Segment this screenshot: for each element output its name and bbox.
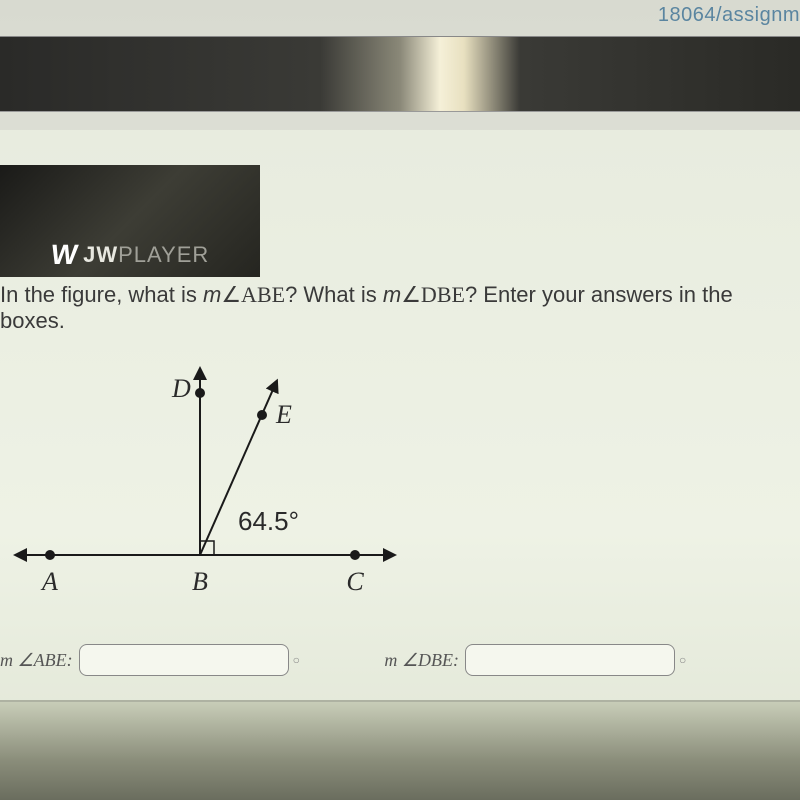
degree-symbol: ○ xyxy=(679,653,686,668)
abe-input[interactable] xyxy=(79,644,289,676)
point-c-dot xyxy=(350,550,360,560)
geometry-figure: A B C D E 64.5° xyxy=(10,355,430,625)
url-fragment: 18064/assignm xyxy=(658,0,800,31)
label-d: D xyxy=(171,374,191,403)
dbe-input[interactable] xyxy=(465,644,675,676)
logo-light: PLAYER xyxy=(118,242,209,267)
abe-label: m ∠ABE: xyxy=(0,650,73,671)
label-e: E xyxy=(275,400,292,429)
logo-bold: JW xyxy=(83,242,118,267)
jwplayer-logo: W JWPLAYER xyxy=(51,239,210,271)
question-text: In the figure, what is m∠ABE? What is m∠… xyxy=(0,282,800,334)
bottom-area xyxy=(0,702,800,800)
jwplayer-icon: W xyxy=(48,239,79,271)
label-c: C xyxy=(346,567,364,596)
point-d-dot xyxy=(195,388,205,398)
dbe-label: m ∠DBE: xyxy=(384,650,459,671)
video-thumbnail[interactable]: W JWPLAYER xyxy=(0,165,260,277)
top-banner xyxy=(0,36,800,112)
answer-section: m ∠ABE: ○ m ∠DBE: ○ xyxy=(0,644,800,676)
label-b: B xyxy=(192,567,208,596)
angle-ebc-value: 64.5° xyxy=(238,506,299,536)
degree-symbol: ○ xyxy=(293,653,300,668)
label-a: A xyxy=(40,567,58,596)
point-a-dot xyxy=(45,550,55,560)
point-e-dot xyxy=(257,410,267,420)
